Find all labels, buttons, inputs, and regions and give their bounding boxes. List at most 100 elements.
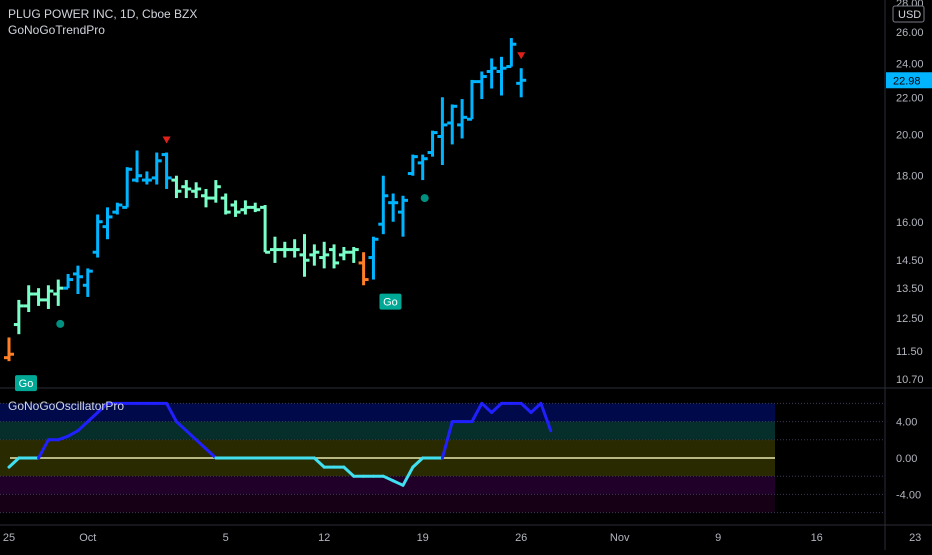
price-tick-label: 16.00: [896, 217, 924, 229]
time-tick-label: 16: [811, 532, 823, 544]
oscillator-segment: [401, 465, 415, 487]
time-tick-label: Oct: [79, 532, 96, 544]
go-badge-label: Go: [19, 378, 34, 390]
price-tick-label: 20.00: [896, 130, 924, 142]
ohlc-bar: [250, 202, 261, 213]
ohlc-bar: [191, 182, 202, 199]
oscillator-segment: [312, 456, 326, 469]
ohlc-bar: [43, 285, 54, 309]
ohlc-bar: [23, 285, 34, 313]
ohlc-bar: [329, 244, 340, 269]
ohlc-bar: [33, 288, 44, 306]
price-tick-label: 11.50: [896, 346, 923, 358]
continuation-dot: [56, 319, 65, 328]
ohlc-bar: [102, 207, 113, 240]
go-badge-box: [15, 375, 37, 392]
time-tick-label: 25: [3, 532, 15, 544]
price-tick-label: 24.00: [896, 58, 924, 70]
price-tick-label: 14.50: [896, 255, 924, 267]
ohlc-bar: [269, 236, 280, 263]
oscillator-segment: [470, 401, 484, 424]
time-tick-label: 5: [223, 532, 229, 544]
last-price-tag: [886, 72, 932, 89]
ohlc-bar: [240, 200, 251, 215]
symbol-title: PLUG POWER INC, 1D, Cboe BZX: [8, 7, 198, 21]
ohlc-bar: [63, 273, 74, 290]
ohlc-bar: [122, 167, 133, 209]
time-tick-label: 19: [417, 532, 429, 544]
ohlc-bar: [201, 188, 211, 208]
ohlc-bar: [230, 200, 241, 217]
oscillator-band-1: [0, 421, 775, 440]
ohlc-bar: [13, 299, 24, 335]
oscillator-segment: [174, 420, 188, 433]
ohlc-bar: [171, 175, 182, 199]
go-badge-label: Go: [383, 297, 398, 309]
oscillator-segment: [184, 429, 198, 442]
ohlc-bar: [457, 99, 468, 139]
ohlc-bar: [417, 154, 428, 181]
oscillator-segment: [37, 438, 50, 460]
price-tick-label: 28.00: [896, 0, 924, 10]
countertrend-arrow-icon: [162, 136, 171, 144]
oscillator-segment: [56, 434, 70, 442]
continuation-dot: [420, 194, 429, 203]
ohlc-bar: [348, 246, 359, 263]
ohlc-bar: [92, 214, 103, 258]
oscillator-tick-label: 4.00: [896, 417, 917, 429]
oscillator-segment: [76, 420, 90, 433]
currency-label: USD: [898, 9, 921, 21]
price-tick-label: 26.00: [896, 27, 924, 39]
oscillator-segment: [204, 447, 218, 460]
ohlc-bar: [132, 150, 143, 183]
time-tick-label: Nov: [610, 532, 630, 544]
ohlc-bar: [388, 193, 399, 222]
ohlc-bar: [53, 279, 64, 306]
oscillator-tick-label: 0.00: [896, 453, 917, 465]
price-tick-label: 10.70: [896, 374, 924, 386]
price-tick-label: 18.00: [896, 171, 924, 183]
oscillator-tick-label: -4.00: [896, 489, 921, 501]
oscillator-segment: [490, 401, 503, 414]
oscillator-segment: [411, 456, 425, 469]
ohlc-bar: [72, 265, 83, 294]
ohlc-bar: [289, 239, 300, 258]
oscillator-segment: [96, 401, 109, 414]
ohlc-bar: [466, 79, 477, 121]
oscillator-segment: [519, 401, 533, 414]
ohlc-bar: [161, 152, 172, 189]
ohlc-bar: [299, 234, 310, 277]
oscillator-segment: [381, 474, 395, 483]
ohlc-bar: [427, 130, 438, 157]
oscillator-segment: [480, 401, 494, 414]
oscillator-band-5: [0, 494, 775, 513]
ohlc-bar: [437, 97, 448, 166]
time-tick-label: 12: [318, 532, 330, 544]
ohlc-bar: [181, 180, 192, 199]
oscillator-segment: [66, 429, 80, 438]
go-badge-box: [379, 293, 402, 310]
oscillator-segment: [194, 438, 208, 451]
currency-box: [892, 5, 925, 23]
ohlc-bar: [338, 246, 349, 261]
time-tick-label: 26: [515, 532, 527, 544]
ohlc-bar: [447, 104, 458, 145]
ohlc-bar: [220, 193, 231, 215]
ohlc-bar: [486, 58, 497, 89]
oscillator-segment: [529, 401, 543, 414]
ohlc-bar: [516, 68, 527, 98]
oscillator-title: GoNoGoOscillatorPro: [8, 399, 125, 413]
oscillator-segment: [342, 465, 356, 478]
ohlc-bar: [141, 171, 152, 185]
go-badge: Go: [379, 293, 402, 310]
ohlc-bar: [279, 241, 290, 258]
time-tick-label: 9: [715, 532, 721, 544]
oscillator-band-0: [0, 403, 775, 422]
oscillator-band-2: [0, 439, 775, 458]
ohlc-bar: [151, 152, 162, 185]
price-tick-label: 22.00: [896, 92, 924, 104]
oscillator-band-3: [0, 458, 775, 477]
oscillator-band-4: [0, 476, 775, 495]
